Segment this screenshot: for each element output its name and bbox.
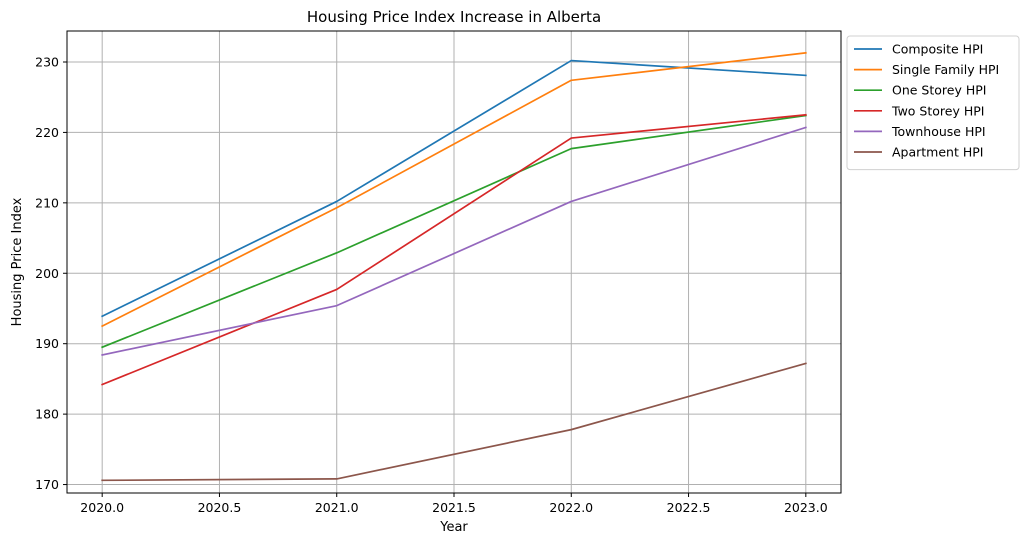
y-axis-label: Housing Price Index [10,197,25,326]
legend-entry: Single Family HPI [892,62,999,77]
x-tick-label: 2022.0 [549,500,593,515]
series-line-apartment-hpi [101,362,807,482]
chart-title: Housing Price Index Increase in Alberta [307,8,601,26]
legend-entry: One Storey HPI [892,83,986,98]
legend-entry: Townhouse HPI [891,124,986,139]
x-tick-label: 2020.0 [80,500,124,515]
x-tick-label: 2021.0 [315,500,359,515]
y-tick-label: 210 [35,195,59,210]
y-tick-label: 190 [35,336,59,351]
x-tick-label: 2020.5 [198,500,242,515]
x-tick-label: 2021.5 [432,500,476,515]
series-line-single-family-hpi [101,51,807,328]
y-tick-label: 180 [35,407,59,422]
x-axis-ticks: 2020.0 2020.5 2021.0 2021.5 2022.0 2022.5 2023… [80,493,828,515]
series-lines [101,51,807,482]
y-tick-label: 170 [35,477,59,492]
legend-box [846,35,1020,171]
series-line-one-storey-hpi [101,114,807,349]
series-line-townhouse-hpi [101,126,807,356]
grid [67,31,841,493]
y-tick-label: 200 [35,266,59,281]
y-tick-label: 220 [35,125,59,140]
x-axis-label: Year [439,520,468,535]
x-tick-label: 2023.0 [784,500,828,515]
series-line-two-storey-hpi [101,113,807,386]
y-axis-ticks: 170 180 190 200 210 220 230 [35,54,67,492]
x-tick-label: 2022.5 [667,500,711,515]
legend-entry: Apartment HPI [892,145,983,160]
legend: Composite HPI Single Family HPI One Storey… [846,35,1020,171]
legend-entry: Two Storey HPI [891,103,984,118]
legend-entry: Composite HPI [892,42,983,57]
y-tick-label: 230 [35,54,59,69]
series-line-composite-hpi [101,59,807,318]
